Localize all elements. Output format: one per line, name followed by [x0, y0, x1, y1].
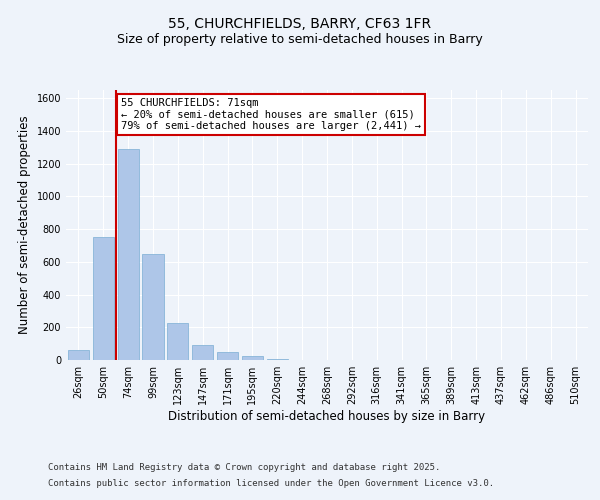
Bar — [192, 346, 213, 360]
Bar — [118, 149, 139, 360]
Text: 55 CHURCHFIELDS: 71sqm
← 20% of semi-detached houses are smaller (615)
79% of se: 55 CHURCHFIELDS: 71sqm ← 20% of semi-det… — [121, 98, 421, 132]
Text: 55, CHURCHFIELDS, BARRY, CF63 1FR: 55, CHURCHFIELDS, BARRY, CF63 1FR — [169, 18, 431, 32]
Bar — [93, 238, 114, 360]
Text: Size of property relative to semi-detached houses in Barry: Size of property relative to semi-detach… — [117, 32, 483, 46]
Text: Contains public sector information licensed under the Open Government Licence v3: Contains public sector information licen… — [48, 478, 494, 488]
Bar — [167, 323, 188, 360]
Y-axis label: Number of semi-detached properties: Number of semi-detached properties — [18, 116, 31, 334]
Bar — [267, 359, 288, 360]
Bar — [242, 356, 263, 360]
X-axis label: Distribution of semi-detached houses by size in Barry: Distribution of semi-detached houses by … — [169, 410, 485, 423]
Text: Contains HM Land Registry data © Crown copyright and database right 2025.: Contains HM Land Registry data © Crown c… — [48, 464, 440, 472]
Bar — [142, 254, 164, 360]
Bar — [217, 352, 238, 360]
Bar — [68, 350, 89, 360]
